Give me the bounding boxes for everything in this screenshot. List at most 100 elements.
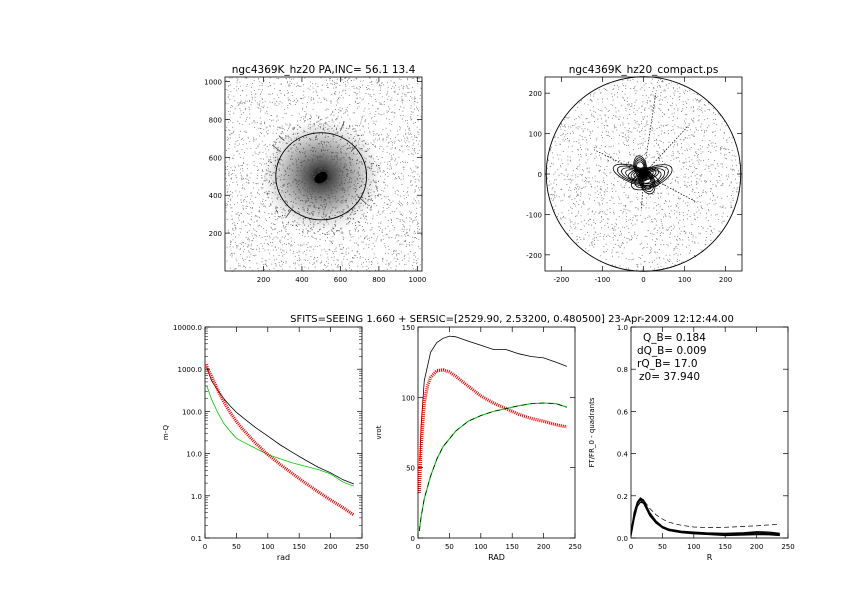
noise-speck — [419, 95, 421, 96]
galaxy-speck — [359, 174, 361, 176]
noise-speck — [247, 213, 249, 215]
noise-speck — [258, 143, 260, 145]
galaxy-speck — [269, 184, 271, 186]
compact-speck — [660, 78, 662, 80]
noise-speck — [345, 248, 347, 250]
noise-speck — [346, 269, 347, 271]
compact-speck — [661, 81, 663, 82]
noise-speck — [358, 224, 360, 226]
galaxy-speck — [280, 133, 282, 135]
noise-speck — [296, 82, 298, 84]
image_panel-axes: 200 400 600 800 10002004006008001000ngc4369K… — [204, 64, 426, 284]
noise-speck — [364, 120, 366, 122]
noise-speck — [341, 233, 343, 234]
noise-speck — [378, 134, 380, 136]
compact-speck — [593, 239, 595, 241]
noise-speck — [402, 219, 403, 221]
noise-speck — [375, 134, 377, 136]
compact-speck — [552, 163, 554, 165]
compact-speck — [679, 96, 681, 97]
noise-speck — [403, 226, 405, 228]
compact-speck — [590, 242, 592, 244]
compact-speck — [698, 159, 700, 161]
galaxy-speck — [303, 183, 305, 185]
compact-speck — [728, 148, 730, 150]
galaxy-speck — [316, 138, 318, 140]
galaxy-speck — [303, 210, 305, 212]
compact-speck — [666, 244, 668, 245]
noise-speck — [246, 94, 248, 96]
radial-tick — [357, 195, 367, 205]
noise-speck — [330, 241, 332, 243]
noise-speck — [304, 96, 306, 98]
compact-speck — [594, 111, 596, 113]
galaxy-speck — [340, 151, 342, 153]
galaxy-speck — [274, 160, 276, 162]
noise-speck — [234, 100, 236, 102]
compact-speck — [654, 259, 656, 261]
compact-speck — [656, 263, 658, 265]
galaxy-speck — [328, 188, 330, 190]
noise-speck — [247, 174, 249, 176]
galaxy-speck — [318, 116, 320, 118]
galaxy-speck — [311, 229, 313, 231]
noise-speck — [243, 251, 244, 253]
noise-speck — [240, 100, 242, 102]
galaxy-speck — [332, 196, 334, 198]
noise-speck — [251, 207, 253, 209]
galaxy-speck — [336, 146, 338, 148]
galaxy-speck — [342, 215, 344, 217]
compact-speck — [653, 95, 655, 97]
noise-speck — [238, 234, 240, 236]
compact-speck — [661, 130, 663, 132]
compact-speck — [675, 180, 677, 182]
noise-speck — [345, 84, 347, 86]
galaxy-speck — [300, 143, 301, 145]
noise-speck — [344, 111, 346, 113]
compact-speck — [598, 164, 600, 166]
compact-speck — [637, 198, 639, 200]
noise-speck — [371, 228, 373, 230]
noise-speck — [326, 85, 328, 86]
galaxy-speck — [302, 218, 304, 220]
noise-speck — [408, 153, 410, 155]
noise-speck — [377, 212, 379, 214]
noise-speck — [399, 202, 401, 204]
compact-speck — [671, 105, 673, 107]
noise-speck — [406, 85, 408, 87]
noise-speck — [410, 180, 412, 182]
noise-speck — [382, 139, 384, 140]
compact-speck — [705, 181, 707, 183]
compact-speck — [659, 157, 661, 159]
compact-speck — [659, 196, 661, 198]
noise-speck — [237, 202, 238, 204]
galaxy-speck — [372, 171, 374, 173]
noise-speck — [396, 100, 398, 101]
galaxy-speck — [315, 155, 317, 157]
galaxy-speck — [297, 211, 299, 213]
galaxy-speck — [286, 201, 288, 203]
compact-speck — [571, 221, 573, 223]
noise-speck — [397, 202, 399, 204]
compact-speck — [626, 130, 628, 132]
compact-speck — [693, 93, 695, 94]
noise-speck — [393, 252, 395, 254]
noise-speck — [287, 99, 289, 101]
noise-speck — [275, 132, 277, 134]
compact-speck — [648, 207, 650, 209]
compact-speck — [670, 216, 671, 218]
compact-speck — [555, 144, 557, 146]
galaxy-speck — [332, 189, 334, 191]
compact-speck — [648, 194, 650, 196]
galaxy-speck — [336, 230, 338, 232]
galaxy-speck — [308, 166, 310, 168]
galaxy-speck — [353, 213, 355, 215]
noise-speck — [227, 96, 229, 98]
galaxy-speck — [286, 183, 288, 185]
galaxy-speck — [349, 162, 351, 164]
compact-speck — [694, 166, 696, 168]
noise-speck — [411, 152, 413, 154]
noise-speck — [264, 260, 266, 262]
compact-speck — [583, 170, 585, 172]
noise-speck — [257, 182, 259, 184]
